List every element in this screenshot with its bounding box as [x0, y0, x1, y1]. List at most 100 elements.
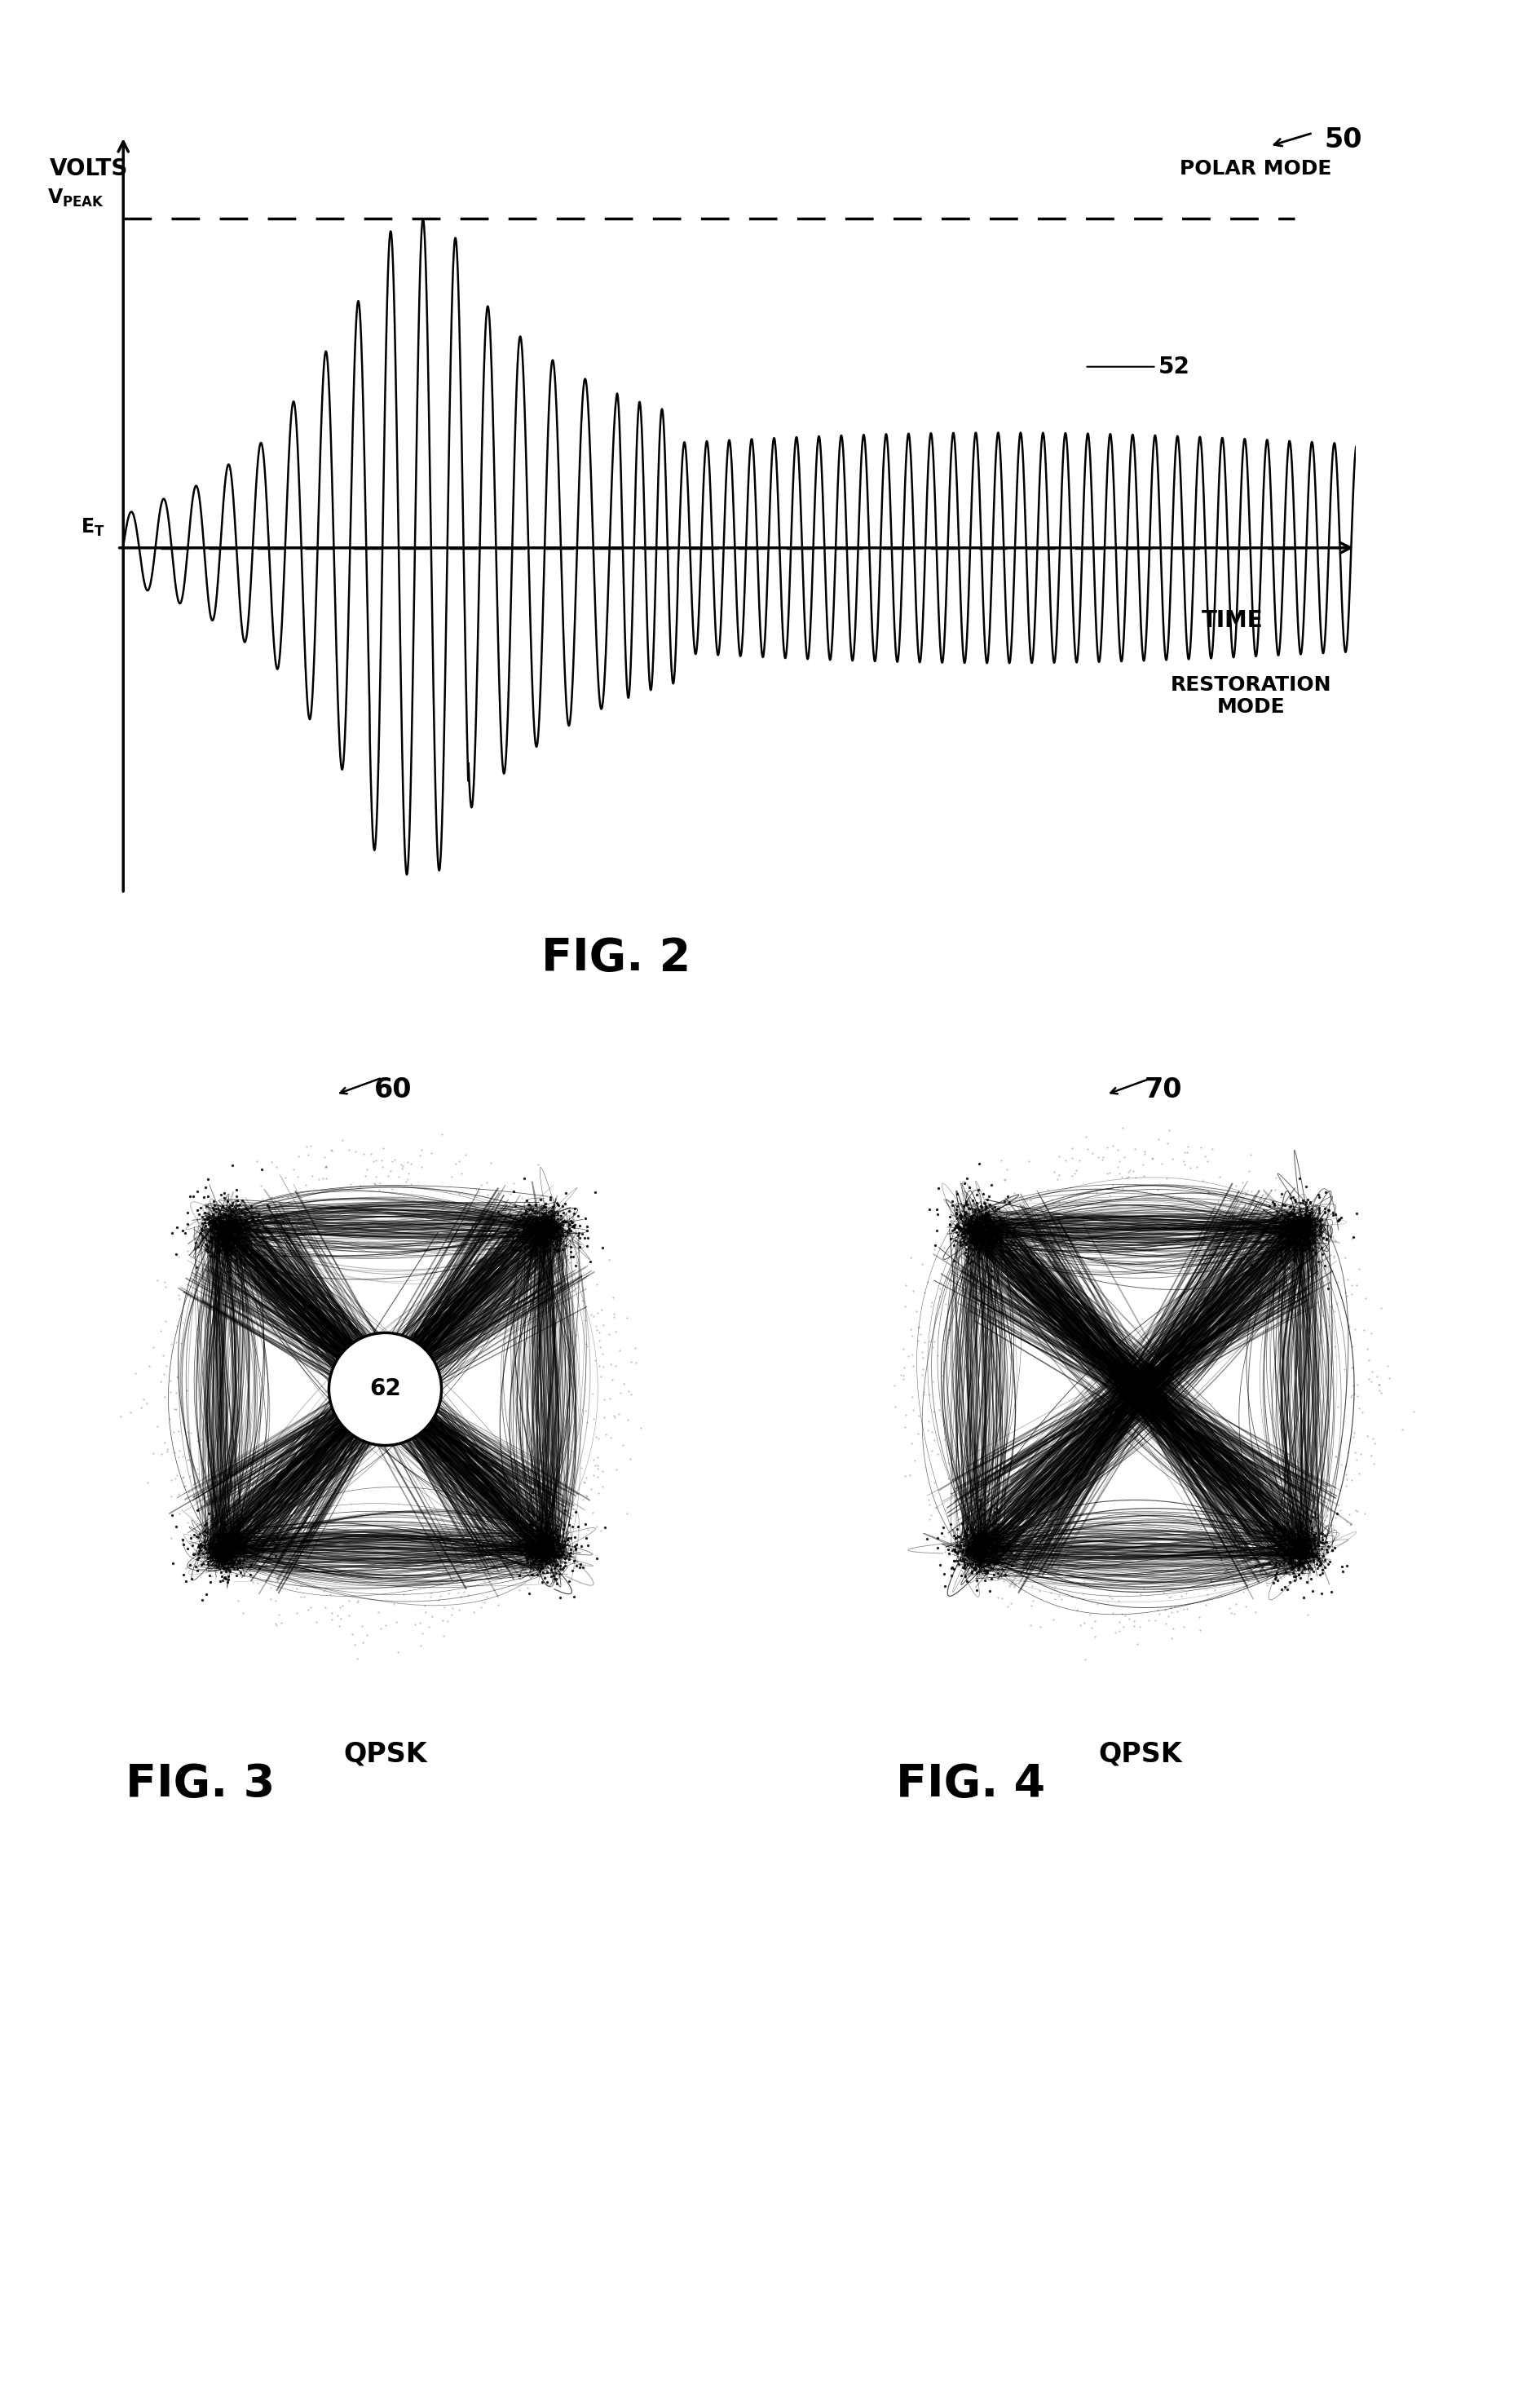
Point: [978, 1166, 1003, 1205]
Point: [530, 1202, 554, 1241]
Point: [533, 1188, 557, 1226]
Point: [511, 1526, 536, 1564]
Point: [1277, 1521, 1301, 1559]
Point: [1318, 1574, 1343, 1612]
Point: [216, 1530, 240, 1569]
Point: [537, 1207, 562, 1245]
Point: [217, 1202, 242, 1241]
Point: [192, 1530, 217, 1569]
Point: [990, 1236, 1015, 1274]
Point: [966, 1207, 990, 1245]
Point: [514, 1530, 539, 1569]
Point: [542, 1542, 567, 1581]
Point: [973, 1214, 998, 1253]
Point: [1283, 1209, 1307, 1248]
Point: [191, 1178, 216, 1217]
Point: [1289, 1533, 1314, 1571]
Point: [208, 1552, 233, 1590]
Point: [213, 1221, 237, 1260]
Point: [1286, 1217, 1311, 1255]
Point: [1294, 1207, 1318, 1245]
Point: [573, 1518, 598, 1557]
Point: [219, 1214, 243, 1253]
Point: [545, 1207, 570, 1245]
Point: [970, 1198, 995, 1236]
Point: [568, 1545, 593, 1583]
Point: [990, 1219, 1015, 1257]
Point: [956, 1533, 981, 1571]
Point: [1306, 1526, 1331, 1564]
Point: [956, 1535, 981, 1574]
Point: [531, 1530, 556, 1569]
Point: [970, 1198, 995, 1236]
Point: [217, 1212, 242, 1250]
Point: [222, 1514, 246, 1552]
Point: [1289, 1535, 1314, 1574]
Point: [984, 1207, 1009, 1245]
Point: [570, 1547, 594, 1585]
Point: [1278, 1545, 1303, 1583]
Point: [197, 1217, 222, 1255]
Point: [1283, 1209, 1307, 1248]
Point: [1281, 1198, 1306, 1236]
Point: [967, 1535, 992, 1574]
Text: QPSK: QPSK: [343, 1741, 427, 1768]
Point: [183, 1547, 208, 1585]
Point: [961, 1538, 986, 1576]
Point: [550, 1202, 574, 1241]
Point: [209, 1533, 234, 1571]
Point: [510, 1198, 534, 1236]
Point: [547, 1526, 571, 1564]
Point: [962, 1547, 987, 1585]
Point: [214, 1205, 239, 1243]
Point: [1314, 1530, 1338, 1569]
Point: [979, 1226, 1004, 1265]
Point: [565, 1217, 590, 1255]
Point: [949, 1198, 973, 1236]
Point: [200, 1209, 225, 1248]
Point: [1283, 1231, 1307, 1269]
Point: [946, 1214, 970, 1253]
Point: [200, 1523, 225, 1562]
Point: [959, 1229, 984, 1267]
Point: [541, 1521, 565, 1559]
Point: [219, 1221, 243, 1260]
Point: [1266, 1545, 1291, 1583]
Point: [1297, 1214, 1321, 1253]
Point: [199, 1528, 223, 1566]
Point: [1281, 1547, 1306, 1585]
Point: [524, 1186, 548, 1224]
Point: [536, 1200, 561, 1238]
Point: [194, 1504, 219, 1542]
Point: [534, 1202, 559, 1241]
Point: [223, 1516, 248, 1554]
Point: [1317, 1542, 1341, 1581]
Point: [533, 1523, 557, 1562]
Point: [510, 1528, 534, 1566]
Point: [574, 1207, 599, 1245]
Point: [1275, 1514, 1300, 1552]
Point: [233, 1195, 257, 1233]
Point: [1306, 1178, 1331, 1217]
Point: [1292, 1209, 1317, 1248]
Point: [983, 1542, 1007, 1581]
Point: [964, 1209, 989, 1248]
Point: [1298, 1202, 1323, 1241]
Point: [206, 1205, 231, 1243]
Point: [979, 1229, 1004, 1267]
Point: [176, 1193, 200, 1231]
Point: [544, 1224, 568, 1262]
Point: [952, 1545, 976, 1583]
Point: [1263, 1207, 1287, 1245]
Point: [531, 1535, 556, 1574]
Point: [209, 1533, 234, 1571]
Point: [220, 1523, 245, 1562]
Point: [972, 1186, 996, 1224]
Point: [1287, 1200, 1312, 1238]
Point: [1291, 1207, 1315, 1245]
Point: [1278, 1538, 1303, 1576]
Point: [533, 1226, 557, 1265]
Point: [196, 1542, 220, 1581]
Point: [1291, 1202, 1315, 1241]
Point: [228, 1207, 253, 1245]
